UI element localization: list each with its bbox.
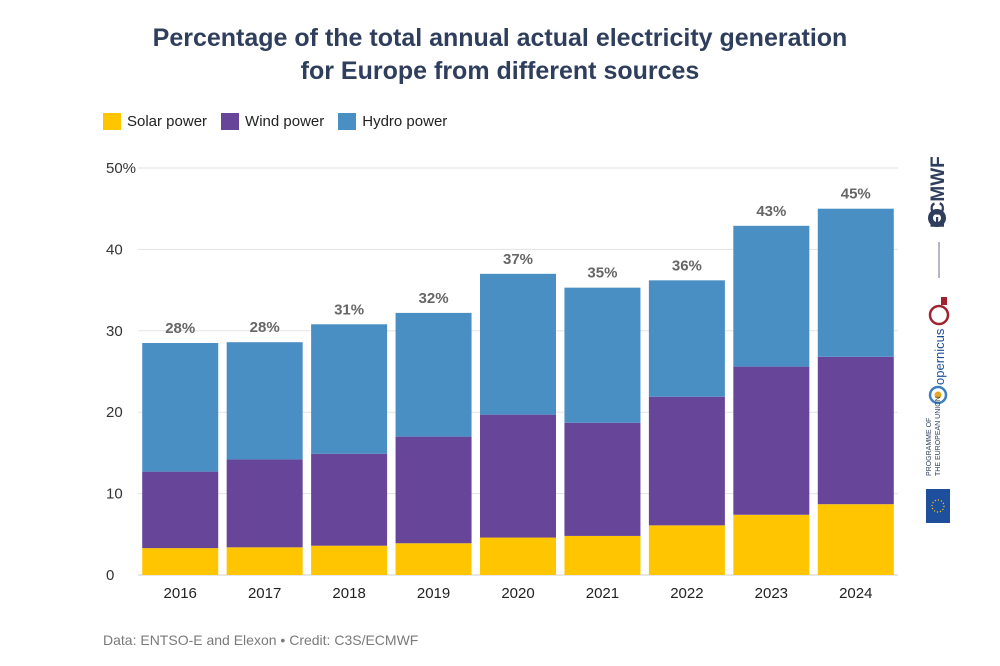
bar-solar-power (733, 514, 810, 575)
legend-swatch-solar (103, 113, 121, 130)
y-tick-label: 20 (106, 404, 123, 421)
legend-item-wind: Wind power (221, 113, 324, 130)
bar-total-label: 37% (503, 251, 533, 268)
bar-hydro-power (564, 287, 641, 423)
legend-label-wind: Wind power (245, 113, 325, 130)
legend-swatch-wind (221, 113, 240, 130)
programme-text: PROGRAMME OF THE EUROPEAN UNION (924, 396, 954, 480)
bar-total-label: 43% (756, 203, 786, 220)
x-tick-label: 2017 (248, 585, 281, 602)
title-line-2: for Europe from different sources (300, 57, 700, 85)
bar-solar-power (226, 547, 303, 575)
bar-hydro-power (395, 312, 472, 437)
bar-hydro-power (648, 280, 725, 397)
bar-hydro-power (142, 343, 219, 472)
x-tick-label: 2019 (417, 585, 450, 602)
bar-solar-power (480, 537, 556, 575)
copernicus-wordmark: opernicus (932, 328, 947, 385)
y-tick-label: 50% (106, 160, 136, 177)
ecmwf-logo: ECMWF (918, 142, 956, 230)
eu-stars-icon (931, 499, 945, 513)
bar-wind-power (733, 366, 810, 515)
credit-line: Data: ENTSO-E and Elexon • Credit: C3S/E… (103, 632, 419, 648)
bar-total-label: 32% (419, 290, 449, 307)
ecmwf-subtext-icon (938, 242, 940, 278)
bar-total-label: 31% (334, 301, 364, 318)
programme-line-2: THE EUROPEAN UNION (935, 396, 942, 476)
x-tick-label: 2021 (586, 585, 619, 602)
copernicus-mark-icon (928, 385, 948, 405)
legend-item-solar: Solar power (103, 113, 207, 130)
ecmwf-wordmark: ECMWF (928, 156, 949, 228)
bar-wind-power (648, 396, 725, 526)
bar-wind-power (480, 414, 556, 538)
bar-wind-power (564, 422, 641, 536)
bar-hydro-power (817, 208, 894, 357)
chart-title: Percentage of the total annual actual el… (0, 22, 1000, 88)
legend: Solar power Wind power Hydro power (103, 113, 461, 130)
eu-flag-icon (926, 489, 950, 523)
bar-total-label: 28% (165, 320, 195, 337)
bar-wind-power (142, 471, 219, 549)
y-tick-label: 30 (106, 323, 123, 340)
programme-line-1: PROGRAMME OF (926, 417, 933, 476)
y-tick-label: 10 (106, 486, 123, 503)
x-tick-label: 2024 (839, 585, 872, 602)
x-tick-label: 2023 (755, 585, 788, 602)
x-tick-label: 2018 (332, 585, 365, 602)
legend-swatch-hydro (338, 113, 357, 130)
bar-total-label: 45% (841, 186, 871, 203)
bar-solar-power (142, 548, 219, 575)
x-tick-label: 2020 (501, 585, 534, 602)
bar-solar-power (648, 525, 725, 575)
ecmwf-mark-icon (928, 209, 946, 227)
bar-hydro-power (480, 273, 556, 415)
y-tick-label: 40 (106, 241, 123, 258)
title-line-1: Percentage of the total annual actual el… (152, 24, 848, 52)
bar-wind-power (817, 356, 894, 505)
bar-hydro-power (311, 324, 388, 454)
legend-label-hydro: Hydro power (362, 113, 448, 130)
bar-wind-power (226, 459, 303, 548)
bar-total-label: 36% (672, 257, 702, 274)
bar-hydro-power (226, 342, 303, 460)
bar-solar-power (817, 504, 894, 575)
bar-solar-power (395, 543, 472, 575)
legend-label-solar: Solar power (127, 113, 208, 130)
bar-hydro-power (733, 225, 810, 367)
legend-item-hydro: Hydro power (338, 113, 447, 130)
bar-solar-power (564, 535, 641, 575)
bar-solar-power (311, 545, 388, 575)
bar-total-label: 28% (250, 319, 280, 336)
y-tick-label: 0 (106, 567, 114, 584)
x-tick-label: 2016 (164, 585, 197, 602)
x-tick-label: 2022 (670, 585, 703, 602)
copernicus-logo: opernicus (924, 329, 954, 405)
bar-total-label: 35% (587, 265, 617, 282)
climate-change-logo-icon (928, 297, 950, 326)
bar-wind-power (395, 436, 472, 544)
bar-wind-power (311, 453, 388, 546)
